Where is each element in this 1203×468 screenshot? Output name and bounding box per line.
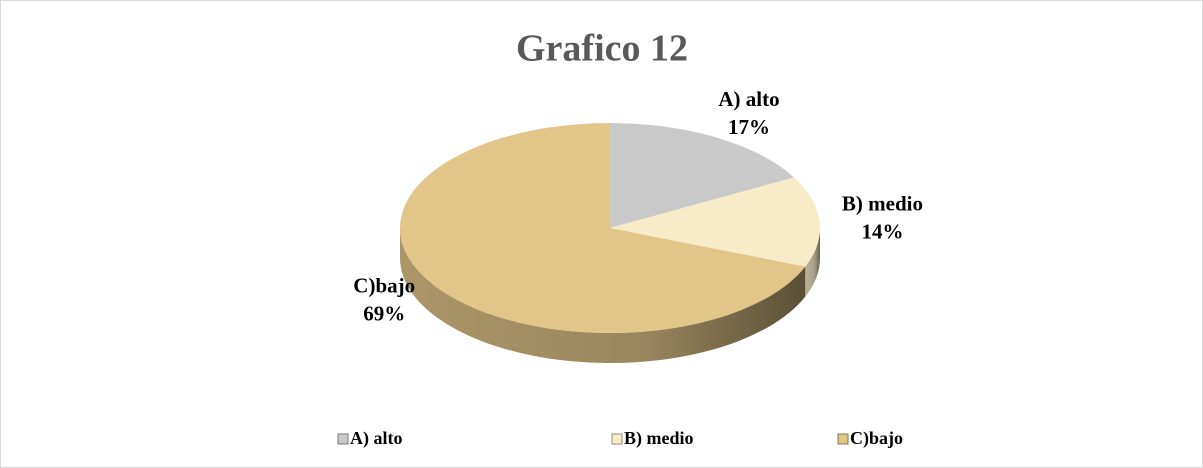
legend-swatch <box>337 433 349 445</box>
data-label-category: B) medio <box>842 192 923 216</box>
data-label-value: 14% <box>861 220 903 244</box>
pie-slice <box>610 123 795 228</box>
data-label-category: C)bajo <box>353 274 415 298</box>
legend-label: B) medio <box>624 428 694 449</box>
legend-swatch <box>837 433 849 445</box>
pie-side-shade <box>400 228 806 364</box>
legend-label: C)bajo <box>850 428 903 449</box>
data-label-value: 17% <box>728 115 770 139</box>
pie-slice <box>400 123 806 333</box>
data-label-category: A) alto <box>718 87 779 111</box>
legend-swatch <box>611 433 623 445</box>
chart-title: Grafico 12 <box>516 28 688 70</box>
data-label-value: 69% <box>363 302 405 326</box>
pie-side-shade <box>805 228 820 297</box>
pie-slice <box>610 177 821 267</box>
legend-label: A) alto <box>350 428 403 449</box>
